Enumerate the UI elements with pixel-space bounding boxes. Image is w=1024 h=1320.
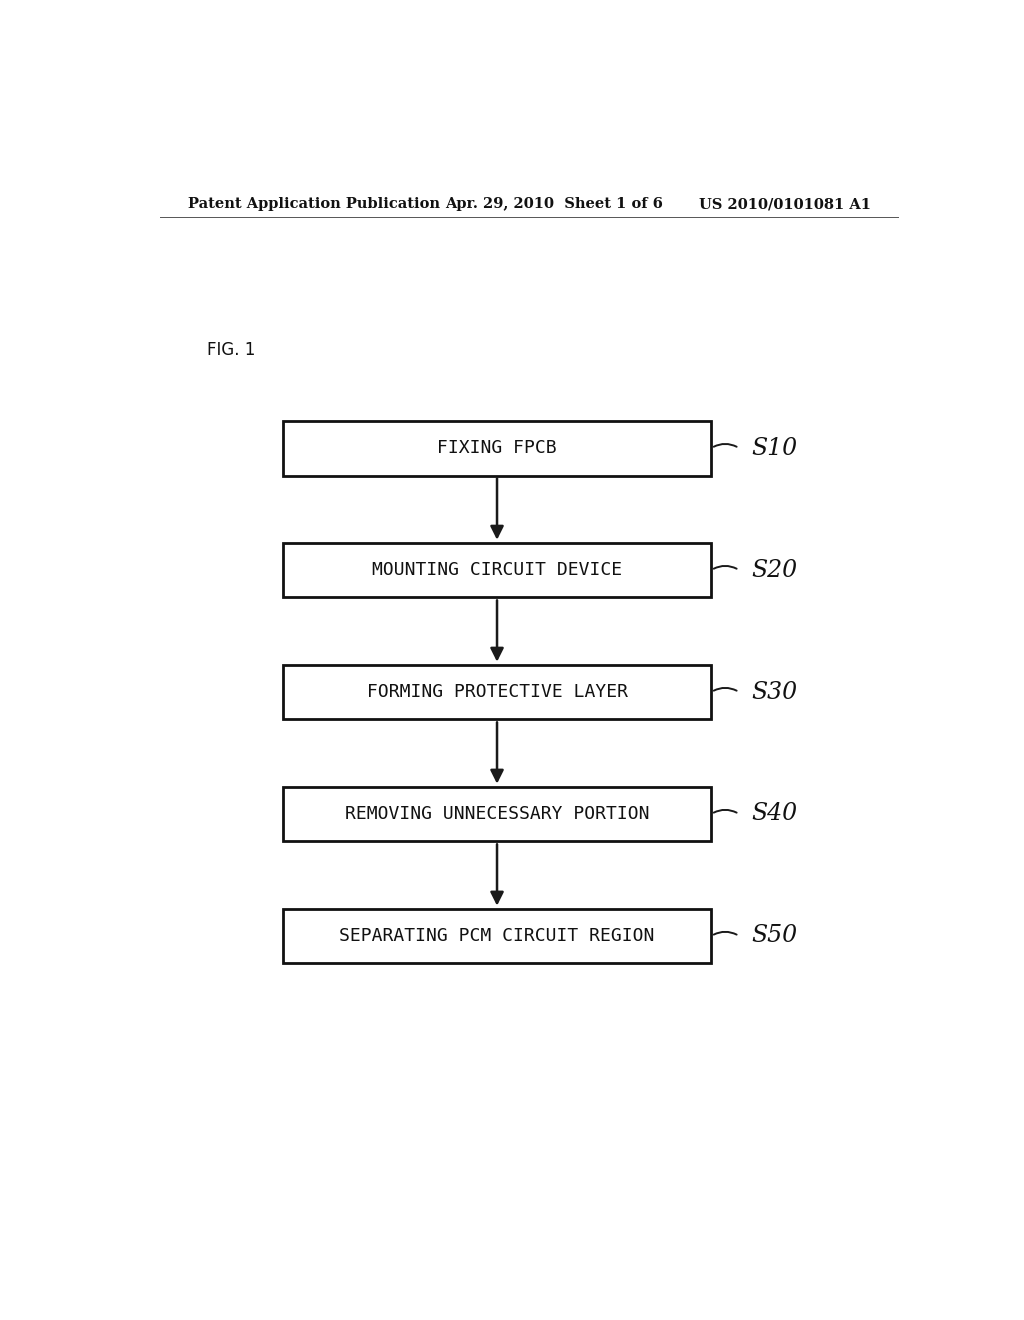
Text: US 2010/0101081 A1: US 2010/0101081 A1 (699, 197, 871, 211)
Text: S20: S20 (751, 558, 797, 582)
Bar (283, 787, 712, 841)
Text: REMOVING UNNECESSARY PORTION: REMOVING UNNECESSARY PORTION (345, 805, 649, 822)
Text: MOUNTING CIRCUIT DEVICE: MOUNTING CIRCUIT DEVICE (372, 561, 623, 579)
Text: S30: S30 (751, 681, 797, 704)
Text: SEPARATING PCM CIRCUIT REGION: SEPARATING PCM CIRCUIT REGION (339, 927, 654, 945)
Text: S10: S10 (751, 437, 797, 459)
Text: FIXING FPCB: FIXING FPCB (437, 440, 557, 457)
Bar (283, 543, 712, 598)
Text: S50: S50 (751, 924, 797, 948)
Text: S40: S40 (751, 803, 797, 825)
Bar (283, 664, 712, 719)
Text: Apr. 29, 2010  Sheet 1 of 6: Apr. 29, 2010 Sheet 1 of 6 (445, 197, 664, 211)
Text: FORMING PROTECTIVE LAYER: FORMING PROTECTIVE LAYER (367, 682, 628, 701)
Text: Patent Application Publication: Patent Application Publication (187, 197, 439, 211)
Text: FIG. 1: FIG. 1 (207, 342, 256, 359)
Bar (283, 421, 712, 475)
Bar (283, 908, 712, 964)
